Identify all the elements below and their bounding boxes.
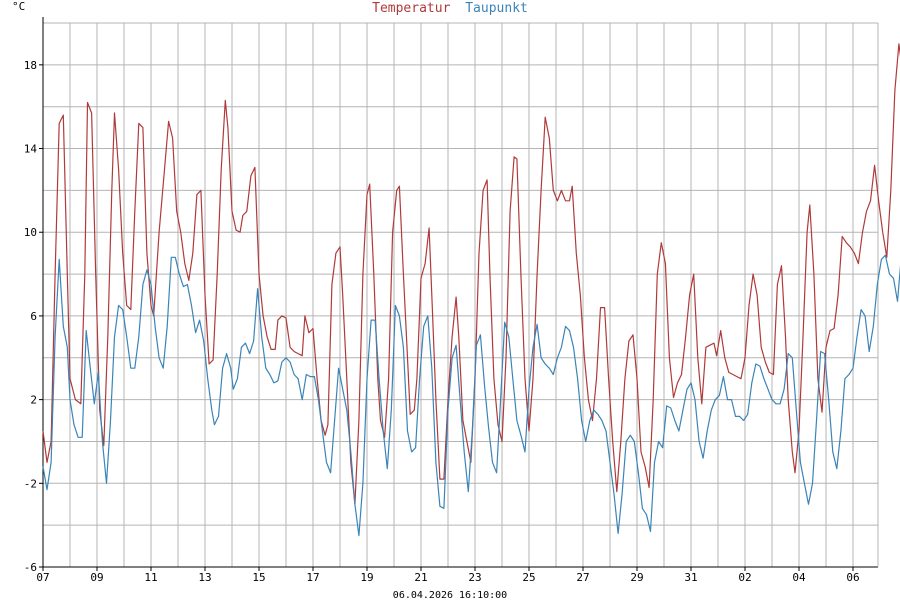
x-tick-labels: 07 09 11 13 15 17 19 21 23 25 27 29 31 02 04 06: [36, 567, 860, 584]
grid: [42, 22, 878, 568]
y-axis-label: °C: [12, 0, 25, 13]
x-tick-label: 04: [792, 571, 806, 584]
title-taupunkt: Taupunkt: [465, 1, 528, 16]
x-tick-label: 19: [360, 571, 373, 584]
axes: [42, 17, 879, 568]
title-temperatur: Temperatur: [372, 1, 450, 16]
y-tick-label: 14: [24, 143, 38, 156]
y-tick-label: 18: [24, 59, 37, 72]
y-tick-labels: -6 -2 2 6 10 14 18: [24, 59, 43, 574]
x-tick-label: 31: [684, 571, 697, 584]
x-tick-label: 27: [576, 571, 589, 584]
x-tick-label: 02: [738, 571, 751, 584]
series-line-taupunkt: [42, 254, 900, 537]
x-tick-label: 15: [252, 571, 265, 584]
y-tick-label: -2: [24, 477, 37, 490]
x-tick-label: 11: [144, 571, 157, 584]
y-tick-label: 2: [30, 394, 37, 407]
x-tick-label: 09: [90, 571, 103, 584]
y-tick-label: -6: [24, 561, 37, 574]
chart-title: Temperatur Taupunkt: [372, 1, 528, 16]
timestamp-footer: 06.04.2026 16:10:00: [393, 590, 507, 600]
x-tick-label: 25: [522, 571, 535, 584]
x-tick-label: 23: [468, 571, 481, 584]
x-tick-label: 13: [198, 571, 211, 584]
series-lines: [42, 43, 900, 537]
x-tick-label: 21: [414, 571, 427, 584]
x-tick-label: 17: [306, 571, 319, 584]
x-tick-label: 07: [36, 571, 49, 584]
x-tick-label: 29: [630, 571, 643, 584]
x-tick-label: 06: [846, 571, 859, 584]
y-tick-label: 10: [24, 226, 37, 239]
series-line-temperatur: [42, 43, 900, 505]
y-tick-label: 6: [30, 310, 37, 323]
